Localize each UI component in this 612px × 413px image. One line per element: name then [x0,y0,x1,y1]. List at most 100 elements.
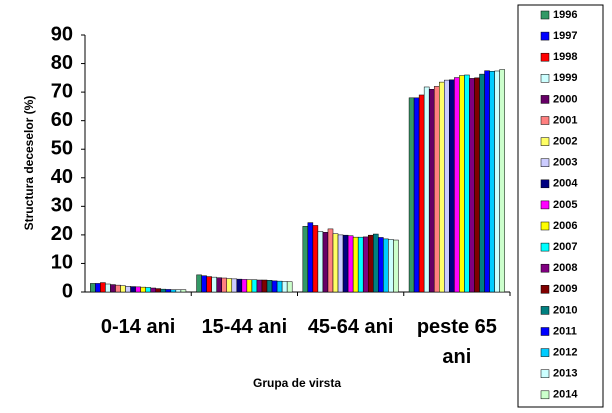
bar [120,285,126,293]
bar [464,74,470,293]
bar [444,79,450,293]
bar [342,234,349,293]
legend-label: 1999 [553,72,577,84]
bar [105,283,111,293]
bar [373,233,379,293]
bar [362,236,369,293]
bar [125,286,131,293]
bar [256,279,263,293]
bar [352,236,359,293]
bar [246,279,253,293]
legend-swatch [540,327,550,336]
bar [180,289,187,293]
bar [276,280,283,293]
bar [286,281,293,293]
bar [140,286,146,293]
x-tick-label: 45-64 ani [307,316,394,338]
bar [90,283,96,293]
x-tick-label: 15-44 ani [201,316,288,338]
y-tick-label: 80 [51,52,73,74]
bar [241,279,248,293]
bar [261,279,268,293]
bar [327,228,334,293]
bar [307,222,314,293]
bar [449,79,455,293]
legend-label: 2001 [553,114,577,126]
bar [337,234,344,293]
bar [170,289,177,293]
bar [160,288,167,293]
legend-swatch [540,306,550,315]
bar [251,279,258,293]
legend-label: 2000 [553,93,577,105]
bar [459,75,465,293]
y-tick-label: 10 [51,252,73,274]
bar [408,97,415,293]
legend-label: 2006 [553,220,577,232]
legend-label: 2010 [553,304,577,316]
legend-box [517,4,604,408]
legend-label: 1996 [553,9,577,21]
bar [155,288,162,293]
bar [454,77,460,293]
bar [423,86,430,293]
x-tick-label: peste 65 ani [416,316,497,368]
bar [135,286,141,293]
legend-label: 2004 [553,178,578,190]
bar [216,277,222,293]
y-axis-label: Structura deceselor (%) [22,96,36,231]
bar [367,234,374,293]
legend-label: 2003 [553,157,577,169]
legend-label: 2002 [553,136,577,148]
y-tick-label: 70 [51,80,73,102]
bar [322,232,329,293]
bar [201,275,207,293]
bar [332,233,339,293]
bar [494,70,500,293]
legend-swatch [540,348,550,357]
bar [413,97,420,293]
legend-swatch [540,285,550,294]
legend-swatch [540,31,550,41]
bar [474,77,480,293]
bar [231,278,238,293]
legend-swatch [540,52,550,62]
y-tick-label: 60 [51,109,73,131]
bar [221,277,228,293]
bar [95,283,101,293]
x-tick-label: 0-14 ani [100,316,176,338]
bar [378,237,384,293]
y-tick-label: 40 [51,166,73,188]
legend-label: 2009 [553,283,577,295]
bar [175,289,182,293]
y-tick-label: 30 [51,195,73,217]
legend-label: 1997 [553,30,577,42]
bar [266,280,273,293]
legend-swatch [540,95,550,104]
legend-swatch [540,74,550,83]
bar [439,81,445,293]
bar [206,276,212,293]
y-tick-label: 50 [51,138,73,160]
bar [211,276,217,293]
bar [271,280,278,293]
bar [418,94,425,293]
legend-swatch [540,221,550,231]
bar [489,71,495,293]
bar [150,287,156,293]
legend-swatch [540,242,550,252]
x-axis-label: Grupa de virsta [253,376,341,390]
bar [433,86,440,293]
bar [484,70,490,293]
bar [357,236,364,293]
legend-swatch [540,369,550,378]
bar [302,226,309,293]
bar [196,274,202,293]
legend-label: 2014 [553,389,578,401]
legend-swatch [540,116,550,125]
legend-swatch [540,200,550,210]
bar [469,78,475,293]
legend-label: 2013 [553,368,577,380]
